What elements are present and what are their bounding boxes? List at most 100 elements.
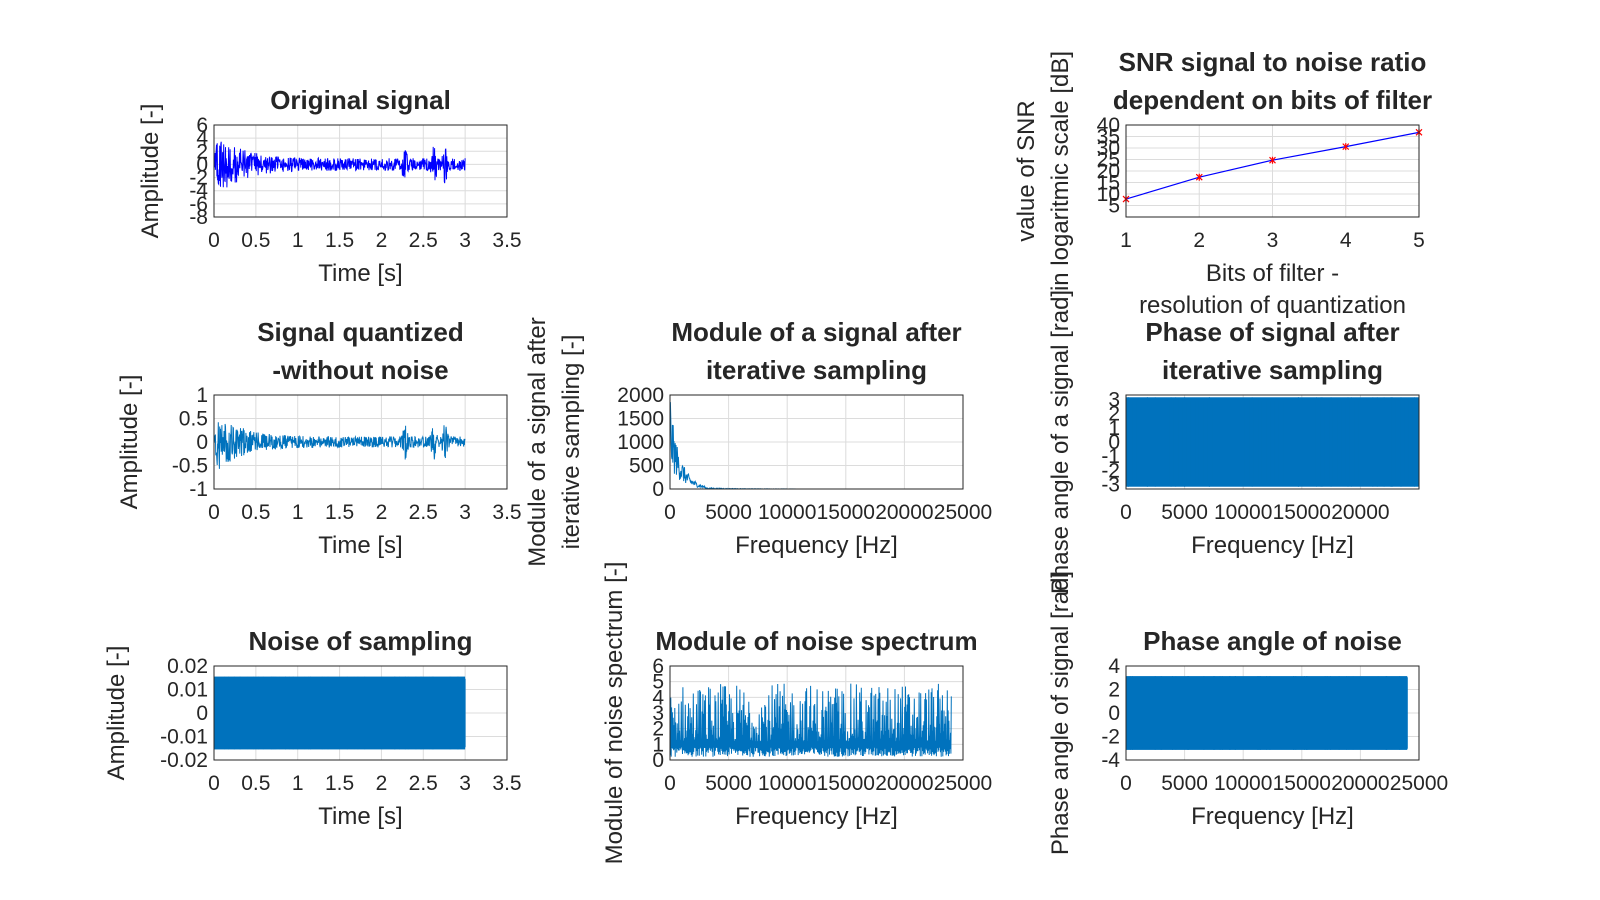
x-tick-label: 0 bbox=[1120, 501, 1132, 524]
y-axis-label: Amplitude [-] bbox=[103, 646, 130, 781]
x-axis-label: Time [s] bbox=[318, 260, 402, 287]
y-tick-label: 0 bbox=[1108, 702, 1120, 725]
x-tick-label: 2 bbox=[376, 501, 388, 524]
plot-area bbox=[214, 141, 466, 188]
plot-area bbox=[214, 422, 466, 469]
x-tick-label: 3 bbox=[459, 772, 471, 795]
x-tick-label: 1.5 bbox=[325, 772, 354, 795]
x-tick-label: 10000 bbox=[1214, 772, 1272, 795]
x-axis-label: Time [s] bbox=[318, 532, 402, 559]
y-tick-label: -4 bbox=[1101, 749, 1120, 772]
y-axis-label: Module of a signal after bbox=[524, 317, 551, 566]
x-tick-label: 2 bbox=[376, 229, 388, 252]
y-tick-label: 1 bbox=[1108, 417, 1120, 440]
axes-frame bbox=[213, 665, 508, 761]
x-tick-label: 0 bbox=[664, 772, 676, 795]
x-tick-label: 1.5 bbox=[325, 501, 354, 524]
y-tick-label: 4 bbox=[652, 686, 664, 709]
y-tick-label: 1 bbox=[196, 384, 208, 407]
chart-title: -without noise bbox=[272, 355, 448, 385]
axes-frame bbox=[1125, 124, 1420, 218]
x-axis-label: Bits of filter - bbox=[1206, 260, 1339, 287]
x-axis-label: Frequency [Hz] bbox=[735, 532, 898, 559]
x-axis-label: resolution of quantization bbox=[1139, 292, 1406, 319]
axes-frame bbox=[669, 665, 964, 761]
y-tick-label: -8 bbox=[189, 206, 208, 229]
y-tick-label: -2 bbox=[1101, 726, 1120, 749]
x-tick-label: 0.5 bbox=[241, 229, 270, 252]
y-tick-label: 0 bbox=[196, 431, 208, 454]
y-tick-label: 0.01 bbox=[167, 679, 208, 702]
y-tick-label: -3 bbox=[1101, 474, 1120, 497]
x-tick-label: 20000 bbox=[1331, 772, 1389, 795]
x-tick-label: 1 bbox=[292, 229, 304, 252]
y-tick-label: 2 bbox=[1108, 679, 1120, 702]
axes-frame bbox=[669, 394, 964, 490]
x-tick-label: 3 bbox=[1267, 229, 1279, 252]
snr-point bbox=[1269, 156, 1276, 164]
x-tick-label: 15000 bbox=[1273, 772, 1331, 795]
y-tick-label: 6 bbox=[196, 114, 208, 137]
y-tick-label: 2 bbox=[196, 140, 208, 163]
y-axis-label: iterative sampling [-] bbox=[558, 335, 585, 550]
signal-line bbox=[1126, 397, 1419, 487]
chart-title: Module of noise spectrum bbox=[655, 626, 977, 656]
y-tick-label: -4 bbox=[189, 180, 208, 203]
y-tick-label: 35 bbox=[1097, 126, 1120, 149]
x-tick-label: 0 bbox=[664, 501, 676, 524]
plot-area bbox=[1126, 397, 1419, 487]
y-tick-label: 4 bbox=[196, 127, 208, 150]
snr-point bbox=[1342, 143, 1350, 151]
x-tick-label: 3.5 bbox=[492, 501, 521, 524]
signal-line bbox=[214, 676, 466, 750]
y-axis-label: Amplitude [-] bbox=[116, 375, 143, 510]
x-tick-label: 1.5 bbox=[325, 229, 354, 252]
chart-module-signal: 0 5000 10000 15000 20000 25000 050010001500200… bbox=[524, 317, 992, 567]
y-tick-label: 2 bbox=[652, 718, 664, 741]
x-tick-label: 20000 bbox=[875, 772, 933, 795]
x-tick-label: 2 bbox=[1193, 229, 1205, 252]
y-tick-label: -2 bbox=[1101, 459, 1120, 482]
axes-frame bbox=[1125, 665, 1420, 761]
plot-area bbox=[670, 683, 952, 757]
y-tick-label: 1500 bbox=[617, 408, 664, 431]
x-tick-label: 0.5 bbox=[241, 772, 270, 795]
x-tick-label: 20000 bbox=[875, 501, 933, 524]
x-tick-label: 0 bbox=[208, 229, 220, 252]
y-tick-label: -2 bbox=[189, 167, 208, 190]
y-tick-label: 20 bbox=[1097, 160, 1120, 183]
x-tick-label: 10000 bbox=[758, 772, 816, 795]
y-axis-label: value of SNR bbox=[1013, 100, 1040, 241]
signal-line bbox=[670, 683, 952, 757]
chart-title: Phase angle of noise bbox=[1143, 626, 1402, 656]
axes-frame bbox=[213, 394, 508, 490]
chart-title: iterative sampling bbox=[706, 355, 927, 385]
y-tick-label: 5 bbox=[652, 671, 664, 694]
y-tick-label: 6 bbox=[652, 655, 664, 678]
y-tick-label: 0 bbox=[196, 153, 208, 176]
chart-title: iterative sampling bbox=[1162, 355, 1383, 385]
x-tick-label: 15000 bbox=[817, 772, 875, 795]
y-tick-label: 15 bbox=[1097, 172, 1120, 195]
y-tick-label: 10 bbox=[1097, 183, 1120, 206]
y-tick-label: 2000 bbox=[617, 384, 664, 407]
x-axis-label: Time [s] bbox=[318, 803, 402, 830]
x-tick-label: 3 bbox=[459, 229, 471, 252]
chart-title: SNR signal to noise ratio bbox=[1119, 47, 1427, 77]
plot-area bbox=[214, 676, 466, 750]
y-axis-label: Amplitude [-] bbox=[137, 104, 164, 239]
x-tick-label: 0 bbox=[208, 501, 220, 524]
x-axis-label: Frequency [Hz] bbox=[1191, 532, 1354, 559]
chart-title: Original signal bbox=[270, 85, 451, 115]
x-axis-label: Frequency [Hz] bbox=[735, 803, 898, 830]
x-tick-label: 0.5 bbox=[241, 501, 270, 524]
x-tick-label: 20000 bbox=[1331, 501, 1389, 524]
y-tick-label: 0.5 bbox=[179, 408, 208, 431]
x-tick-label: 15000 bbox=[1273, 501, 1331, 524]
signal-line bbox=[214, 422, 466, 469]
y-tick-label: -0.02 bbox=[160, 749, 208, 772]
y-tick-label: 500 bbox=[629, 455, 664, 478]
x-tick-label: 1 bbox=[1120, 229, 1132, 252]
